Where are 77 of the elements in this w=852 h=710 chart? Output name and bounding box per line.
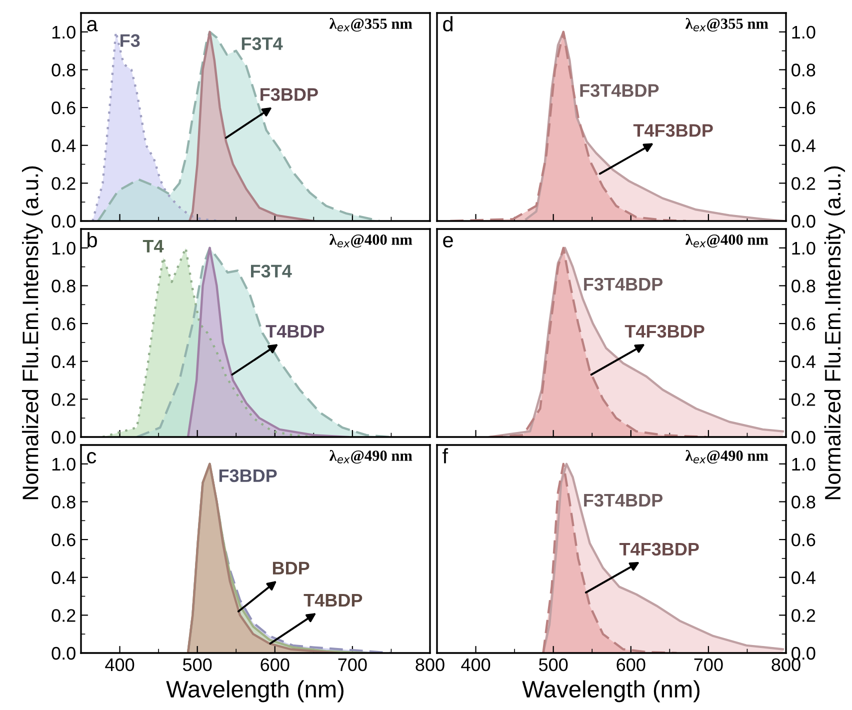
y-tick-label: 0.0	[52, 646, 76, 660]
y-tick-label: 0.2	[52, 177, 76, 190]
y-axis-title: Normalized Flu.Em.Intensity (a.u.)	[824, 166, 846, 500]
y-tick-label: 0.2	[52, 609, 76, 622]
annotation: T4F3BDP	[633, 124, 713, 137]
x-tick-label: 500	[538, 658, 568, 672]
annotation: c	[87, 452, 96, 464]
annotation: F3BDP	[260, 88, 318, 101]
y-tick-label: 0.2	[792, 177, 816, 190]
x-tick-label: 700	[694, 658, 723, 672]
y-tick-label: 0.6	[52, 101, 76, 114]
x-tick-label: 400	[105, 658, 134, 672]
y-tick-label: 0.0	[792, 430, 816, 444]
y-tick-label: 1.0	[52, 242, 76, 255]
y-tick-label: 1.0	[792, 26, 816, 39]
y-tick-label: 0.4	[52, 571, 76, 584]
annotation: T4F3BDP	[619, 542, 699, 556]
y-tick-label: 0.0	[792, 214, 816, 228]
x-tick-label: 800	[772, 658, 800, 672]
y-tick-label: 0.2	[792, 393, 816, 406]
annotation: b	[88, 232, 97, 248]
x-tick-label: 600	[260, 658, 290, 672]
y-tick-label: 0.8	[792, 280, 816, 292]
series-label: F3T4BDP	[584, 278, 663, 291]
y-tick-label: 0.8	[52, 280, 76, 292]
y-tick-label: 0.6	[792, 317, 816, 330]
y-tick-label: 0.8	[792, 64, 816, 76]
x-axis-title: Wavelength (nm)	[522, 680, 700, 702]
annotation: λ$_{ex}$@400 nm	[685, 234, 768, 248]
x-tick-label: 600	[616, 658, 646, 672]
annotation: λ$_{ex}$@490 nm	[685, 450, 768, 464]
annotation: T4F3BDP	[624, 324, 704, 338]
y-tick-label: 0.0	[52, 214, 76, 228]
series-label: F3T4	[242, 37, 283, 50]
y-tick-label: 0.4	[792, 571, 816, 584]
series-label: F3T4	[250, 264, 292, 278]
y-tick-label: 0.8	[52, 496, 76, 508]
x-tick-label: 800	[416, 658, 444, 672]
series-label: F3	[120, 34, 140, 47]
y-tick-label: 1.0	[792, 242, 816, 255]
x-tick-label: 500	[182, 658, 212, 672]
y-tick-label: 0.4	[792, 355, 816, 368]
annotation: T4BDP	[266, 325, 324, 338]
y-tick-label: 0.2	[52, 393, 76, 406]
y-tick-label: 0.6	[52, 317, 76, 330]
series-label: F3T4BDP	[584, 494, 663, 507]
y-tick-label: 1.0	[52, 458, 76, 471]
y-tick-label: 0.6	[52, 533, 76, 546]
y-tick-label: 0.4	[792, 139, 816, 152]
x-tick-label: 400	[461, 658, 490, 672]
x-axis-title: Wavelength (nm)	[166, 680, 344, 702]
y-tick-label: 0.2	[792, 609, 816, 622]
annotation: λ$_{ex}$@355 nm	[329, 18, 412, 32]
y-tick-label: 0.0	[52, 430, 76, 444]
x-tick-label: 700	[338, 658, 367, 672]
annotation: λ$_{ex}$@355 nm	[685, 18, 768, 32]
series-label: F3BDP	[219, 469, 277, 482]
y-tick-label: 0.6	[792, 101, 816, 114]
annotation: d	[443, 16, 452, 32]
y-tick-label: 1.0	[52, 26, 76, 39]
series-label: T4	[142, 240, 164, 252]
y-tick-label: 0.6	[792, 533, 816, 546]
y-tick-label: 1.0	[792, 458, 816, 471]
y-axis-title: Normalized Flu.Em.Intensity (a.u.)	[22, 166, 43, 500]
y-tick-label: 0.4	[52, 355, 76, 368]
annotation: a	[87, 20, 98, 32]
y-tick-label: 0.0	[792, 646, 816, 660]
annotation: e	[443, 236, 453, 248]
annotation: f	[442, 448, 448, 464]
annotation: λ$_{ex}$@400 nm	[329, 234, 412, 248]
y-tick-label: 0.8	[52, 64, 76, 76]
annotation: T4BDP	[304, 594, 362, 606]
y-tick-label: 0.4	[52, 139, 76, 152]
annotation: λ$_{ex}$@490 nm	[329, 450, 412, 464]
annotation: BDP	[272, 562, 310, 574]
series-label: F3T4BDP	[580, 84, 659, 97]
y-tick-label: 0.8	[792, 496, 816, 508]
